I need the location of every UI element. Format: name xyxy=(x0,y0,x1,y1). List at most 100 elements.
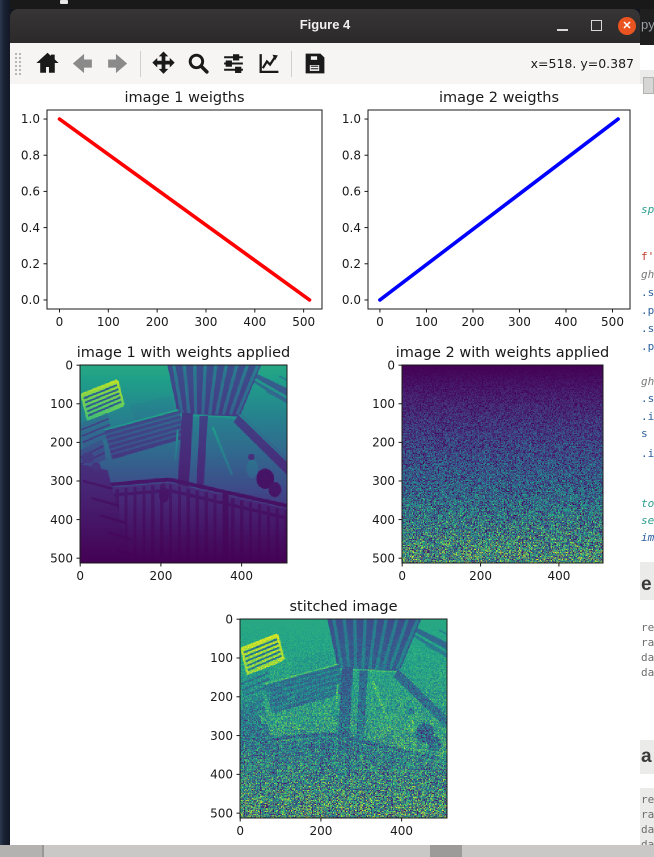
toolbar-back-button[interactable] xyxy=(69,50,96,77)
toolbar-pan-button[interactable] xyxy=(150,50,177,77)
window-titlebar[interactable]: Figure 4 ✕ xyxy=(10,9,640,43)
editor-code-fragment: .p xyxy=(641,340,654,353)
background-editor-window: py sp f' gh .s .p .s .p gh .s .i s .i to se im e re ra da d… xyxy=(640,0,654,857)
series-weight2 xyxy=(378,117,620,302)
editor-code-fragment: ra xyxy=(641,636,654,649)
tick-label: 0 xyxy=(236,824,244,838)
desktop-top-edge xyxy=(10,0,654,9)
series-weight1 xyxy=(57,117,312,302)
editor-cell-band xyxy=(640,740,654,774)
toolbar-forward-button[interactable] xyxy=(104,50,131,77)
editor-code-fragment: a xyxy=(641,746,652,767)
tick-label: 400 xyxy=(230,569,253,583)
tick-label: 200 xyxy=(372,436,395,450)
cursor-readout: x=518. y=0.387 xyxy=(530,56,634,71)
window-title: Figure 4 xyxy=(299,17,351,32)
background-bottom-panel xyxy=(0,845,654,857)
close-button[interactable]: ✕ xyxy=(614,9,640,43)
tick-label: 200 xyxy=(309,824,332,838)
tick-label: 0.6 xyxy=(21,185,40,199)
editor-code-fragment: .p xyxy=(641,304,654,317)
figure-window: Figure 4 ✕ x=518. y=0.387 image 1 weigth… xyxy=(10,9,640,845)
editor-code-fragment: .i xyxy=(641,447,654,460)
editor-code-fragment: ra xyxy=(641,808,654,821)
tick-label: 400 xyxy=(210,768,233,782)
tick-label: 0.8 xyxy=(21,148,40,162)
subplot-stitched-image-title: stitched image xyxy=(289,599,397,615)
tick-label: 0.0 xyxy=(342,293,361,307)
toolbar-subplots-button[interactable] xyxy=(220,50,247,77)
save-icon xyxy=(305,53,325,74)
tick-label: 0.4 xyxy=(342,221,361,235)
background-editor-titlebar: py xyxy=(640,0,654,45)
tick-label: 500 xyxy=(50,551,73,565)
tick-label: 200 xyxy=(149,569,172,583)
tick-label: 0.6 xyxy=(342,185,361,199)
subplot-image-2-weights-title: image 2 weigths xyxy=(439,90,559,106)
toolbar-drag-handle[interactable] xyxy=(14,51,22,76)
toolbar-customize-button[interactable] xyxy=(255,50,282,77)
subplot-stitched-image-image[interactable] xyxy=(240,619,447,818)
tick-label: 500 xyxy=(601,315,624,329)
editor-code-fragment: f' xyxy=(641,250,654,263)
editor-code-fragment: da xyxy=(641,823,654,836)
tick-label: 0 xyxy=(398,569,406,583)
customize-icon xyxy=(259,54,279,73)
tick-label: 300 xyxy=(508,315,531,329)
tick-label: 300 xyxy=(210,729,233,743)
home-icon xyxy=(36,52,59,73)
tick-label: 200 xyxy=(146,315,169,329)
background-editor-scrollbar[interactable] xyxy=(643,77,654,94)
editor-code-fragment: .s xyxy=(641,392,654,405)
back-icon xyxy=(72,53,92,74)
tick-label: 100 xyxy=(372,397,395,411)
tick-label: 200 xyxy=(469,569,492,583)
tick-label: 400 xyxy=(372,513,395,527)
maximize-button[interactable] xyxy=(584,9,610,43)
tick-label: 0 xyxy=(376,315,384,329)
tick-label: 0.2 xyxy=(342,257,361,271)
editor-code-fragment: im xyxy=(641,531,654,544)
subplot-image-2-weighted-title: image 2 with weights applied xyxy=(396,345,610,361)
subplot-image-1-weights-axes[interactable] xyxy=(46,109,323,310)
toolbar-home-button[interactable] xyxy=(34,50,61,77)
editor-code-fragment: to xyxy=(641,497,654,510)
tick-label: 400 xyxy=(50,513,73,527)
tick-label: 500 xyxy=(372,551,395,565)
tick-label: 300 xyxy=(372,474,395,488)
subplot-image-1-weights-title: image 1 weigths xyxy=(124,90,244,106)
tick-label: 200 xyxy=(210,690,233,704)
background-editor-tab-text: py xyxy=(641,17,654,32)
tick-label: 0.8 xyxy=(342,148,361,162)
forward-icon xyxy=(108,53,128,74)
tick-label: 500 xyxy=(210,806,233,820)
tick-label: 0 xyxy=(56,315,64,329)
editor-cell-band xyxy=(640,788,654,846)
subplot-image-1-weighted-image[interactable] xyxy=(80,365,287,563)
editor-code-fragment: s xyxy=(641,427,648,440)
pan-icon xyxy=(152,51,175,74)
toolbar-separator xyxy=(140,50,141,77)
tick-label: 400 xyxy=(555,315,578,329)
editor-code-fragment: re xyxy=(641,793,654,806)
tick-label: 0 xyxy=(65,358,73,372)
figure-canvas[interactable]: image 1 weigths 0 100 200 300 400 500 0.0 0.2 0.4… xyxy=(10,84,640,845)
toolbar-zoom-button[interactable] xyxy=(185,50,212,77)
editor-code-fragment: .s xyxy=(641,322,654,335)
tick-label: 100 xyxy=(210,651,233,665)
tick-label: 1.0 xyxy=(21,112,40,126)
subplot-image-1-weighted-title: image 1 with weights applied xyxy=(77,345,291,361)
background-scrollbar-thumb[interactable] xyxy=(430,845,462,857)
editor-code-fragment: e xyxy=(641,574,652,595)
tick-label: 100 xyxy=(50,397,73,411)
subplot-image-2-weights-axes[interactable] xyxy=(367,109,631,310)
minimize-button[interactable] xyxy=(550,9,576,43)
tick-label: 0 xyxy=(76,569,84,583)
tick-label: 400 xyxy=(547,569,570,583)
subplots-icon xyxy=(224,54,243,73)
subplot-image-2-weighted-image[interactable] xyxy=(402,365,603,563)
editor-code-fragment: .i xyxy=(641,410,654,423)
mpl-toolbar: x=518. y=0.387 xyxy=(10,43,640,85)
toolbar-save-button[interactable] xyxy=(301,50,328,77)
